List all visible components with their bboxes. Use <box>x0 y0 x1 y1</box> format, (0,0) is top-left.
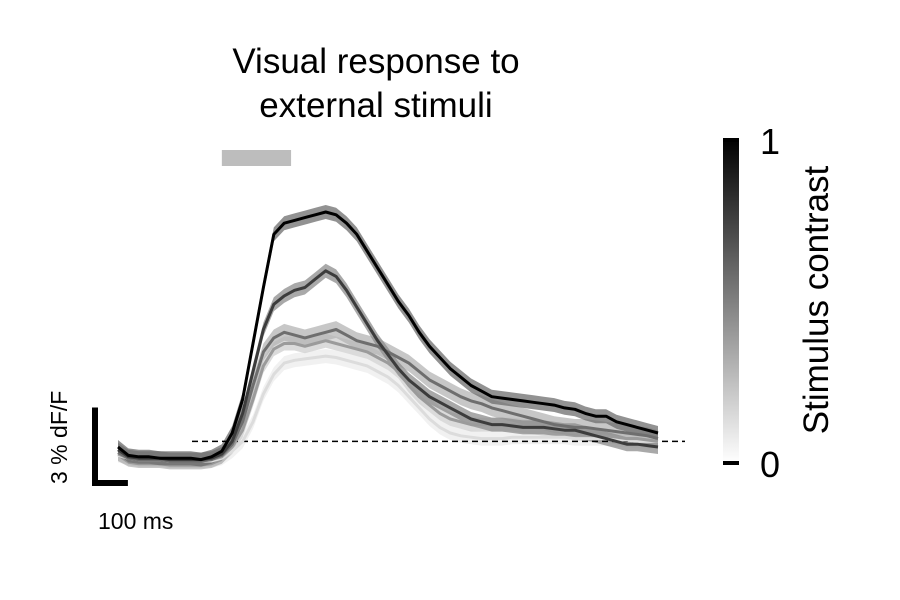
scale-bar-x-label: 100 ms <box>98 508 173 534</box>
colorbar-min-label: 0 <box>760 444 780 485</box>
chart-title-line-2: external stimuli <box>259 86 492 125</box>
colorbar <box>723 138 739 463</box>
stimulus-bar <box>221 150 292 166</box>
scale-bar <box>92 407 128 486</box>
series-lines <box>117 210 659 463</box>
series-line-contrast-1 <box>117 210 659 462</box>
colorbar-max-label: 1 <box>760 121 780 162</box>
scale-bar-y-label: 3 % dF/F <box>46 391 72 484</box>
colorbar-label: Stimulus contrast <box>797 166 836 435</box>
chart-title-line-1: Visual response to <box>232 42 519 81</box>
sem-band-contrast-0_5 <box>118 321 658 470</box>
